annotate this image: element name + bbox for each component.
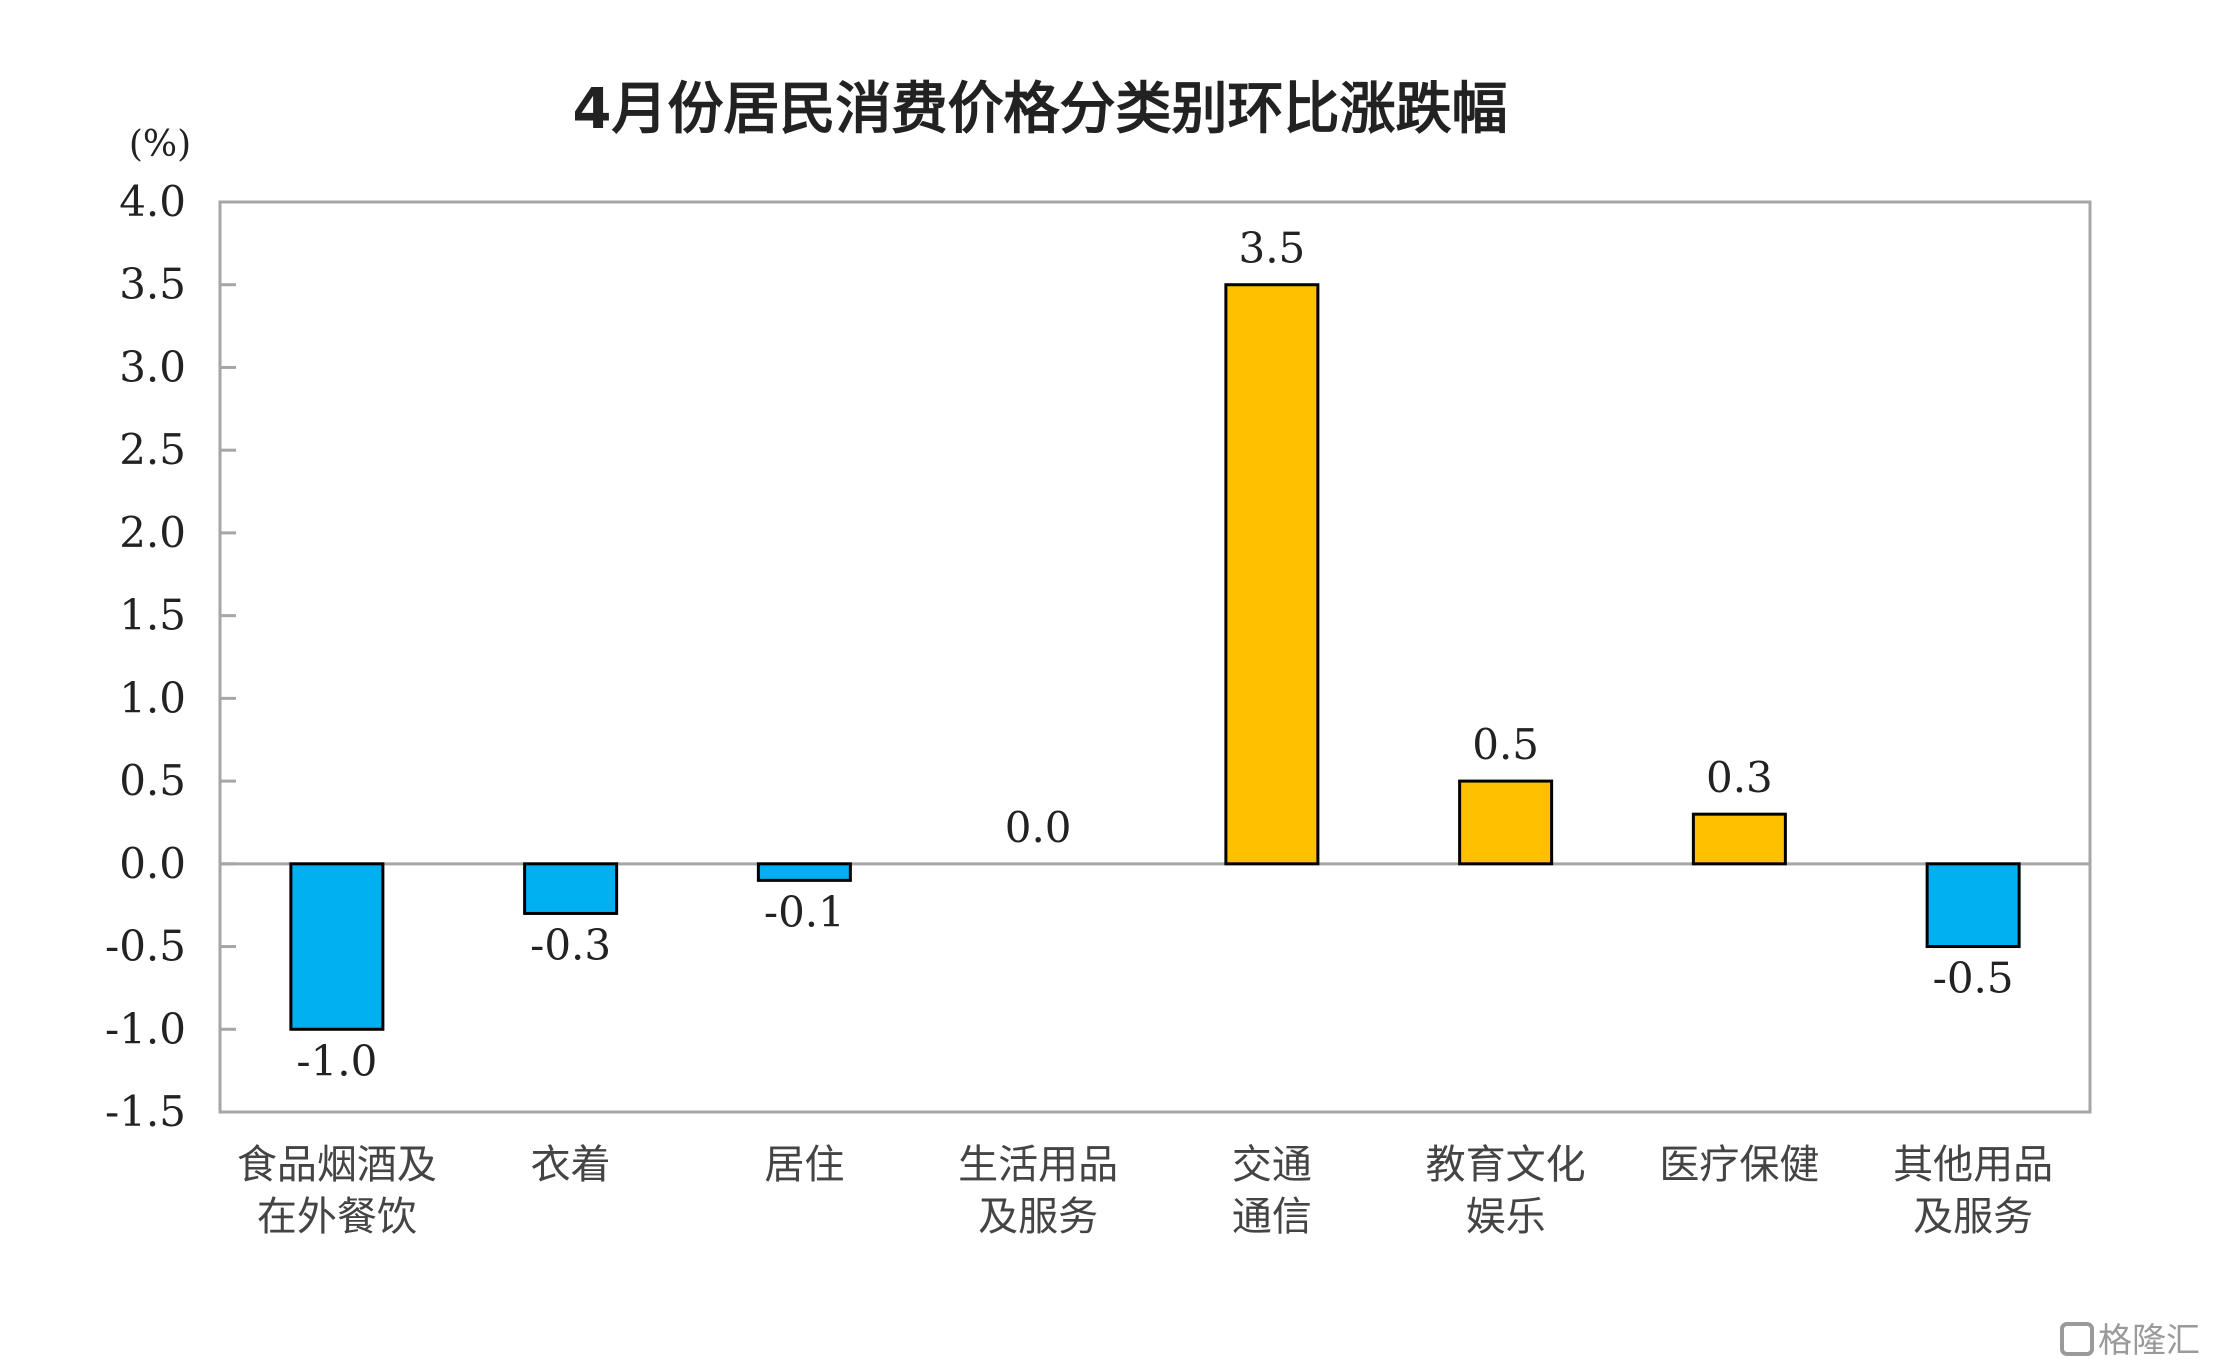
x-tick-label: 及服务 <box>1913 1194 2033 1240</box>
y-tick-label: 2.0 <box>119 508 186 557</box>
watermark-icon <box>2060 1322 2094 1356</box>
bar <box>523 862 619 915</box>
x-tick-label: 其他用品 <box>1893 1142 2053 1188</box>
x-tick-label: 通信 <box>1232 1194 1312 1240</box>
x-tick-label: 生活用品 <box>958 1142 1118 1188</box>
x-tick-label: 娱乐 <box>1466 1194 1546 1240</box>
y-tick-label: 3.5 <box>119 260 186 309</box>
x-tick-label: 衣着 <box>531 1142 611 1188</box>
y-tick-label: 3.0 <box>119 342 186 391</box>
data-label: 3.5 <box>1238 224 1305 273</box>
y-axis-ticks: 4.0 3.5 3.0 2.5 2.0 1.5 1.0 0.5 0.0 -0.5 -1.0 -1.5 <box>105 177 236 1136</box>
y-tick-label: 1.5 <box>119 591 186 640</box>
data-label: -1.0 <box>296 1036 377 1085</box>
bars <box>289 283 2021 1031</box>
plot-frame <box>218 200 2092 1114</box>
y-tick-label: -1.5 <box>105 1087 186 1136</box>
x-tick-label: 居住 <box>764 1142 844 1188</box>
x-tick-label: 教育文化 <box>1426 1142 1586 1188</box>
watermark-text: 格隆汇 <box>2098 1321 2200 1361</box>
y-tick-label: 2.5 <box>119 425 186 474</box>
y-tick-label: 0.5 <box>119 756 186 805</box>
data-label: 0.5 <box>1472 720 1539 769</box>
bar <box>756 862 852 882</box>
y-tick-label: -0.5 <box>105 922 186 971</box>
x-tick-label: 交通 <box>1232 1142 1312 1188</box>
data-label: 0.3 <box>1706 753 1773 802</box>
y-tick-label: 4.0 <box>119 177 186 226</box>
value-labels: -1.0 -0.3 -0.1 0.0 3.5 0.5 0.3 -0.5 <box>296 224 2013 1086</box>
bar <box>289 862 385 1031</box>
data-label: -0.1 <box>764 887 845 936</box>
bar <box>1925 862 2021 949</box>
y-tick-label: 1.0 <box>119 673 186 722</box>
x-tick-label: 食品烟酒及 <box>237 1142 437 1188</box>
data-label: -0.3 <box>530 920 611 969</box>
chart-title: 4月份居民消费价格分类别环比涨跌幅 <box>573 77 1508 142</box>
bar <box>1224 283 1320 866</box>
x-tick-label: 及服务 <box>978 1194 1098 1240</box>
bar <box>1458 779 1554 866</box>
data-label: -0.5 <box>1933 954 2014 1003</box>
y-unit-label: (%) <box>129 124 191 165</box>
y-tick-label: -1.0 <box>105 1004 186 1053</box>
x-tick-label: 在外餐饮 <box>257 1194 417 1240</box>
watermark-logo: 格隆汇 <box>2060 1321 2200 1361</box>
bar <box>1691 812 1787 866</box>
data-label: 0.0 <box>1005 803 1072 852</box>
y-tick-label: 0.0 <box>119 839 186 888</box>
x-tick-label: 医疗保健 <box>1659 1142 1819 1188</box>
